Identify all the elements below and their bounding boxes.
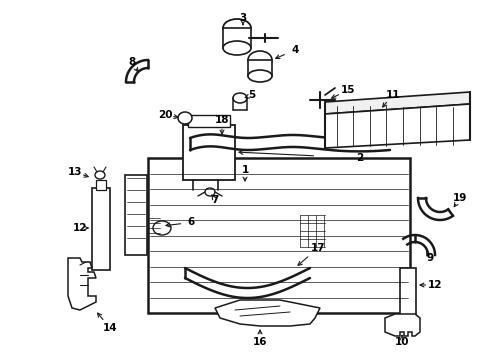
Text: 9: 9 [426, 253, 434, 263]
Text: 10: 10 [395, 337, 409, 347]
Bar [400, 268, 416, 326]
Text: 3: 3 [240, 13, 246, 23]
Text: 2: 2 [356, 153, 364, 163]
Text: 12: 12 [73, 223, 87, 233]
Text: 12: 12 [428, 280, 442, 290]
Text: 16: 16 [253, 337, 267, 347]
Text: 15: 15 [341, 85, 355, 95]
Polygon shape [68, 258, 96, 310]
Bar [188, 115, 230, 127]
Ellipse shape [205, 188, 215, 196]
Text: 13: 13 [68, 167, 82, 177]
Ellipse shape [178, 112, 192, 124]
Bar [92, 188, 110, 270]
Ellipse shape [95, 171, 105, 179]
Text: 6: 6 [188, 217, 195, 227]
Polygon shape [215, 300, 320, 326]
Text: 4: 4 [292, 45, 299, 55]
Text: 5: 5 [248, 90, 256, 100]
Ellipse shape [223, 41, 251, 55]
Text: 14: 14 [103, 323, 117, 333]
Text: 19: 19 [453, 193, 467, 203]
Bar [183, 125, 235, 180]
Ellipse shape [248, 70, 272, 82]
Text: 17: 17 [311, 243, 325, 253]
Text: 1: 1 [242, 165, 248, 175]
Bar [248, 60, 272, 76]
Bar [148, 158, 410, 313]
Bar [125, 175, 147, 255]
Text: 7: 7 [211, 195, 219, 205]
Bar [96, 180, 106, 190]
Ellipse shape [223, 19, 251, 37]
Text: 8: 8 [128, 57, 136, 67]
Text: 20: 20 [158, 110, 172, 120]
Text: 18: 18 [215, 115, 229, 125]
Bar [223, 28, 251, 48]
Polygon shape [325, 104, 470, 148]
Ellipse shape [233, 93, 247, 103]
Polygon shape [325, 92, 470, 114]
Polygon shape [385, 314, 420, 336]
Text: 11: 11 [386, 90, 400, 100]
Ellipse shape [248, 51, 272, 69]
